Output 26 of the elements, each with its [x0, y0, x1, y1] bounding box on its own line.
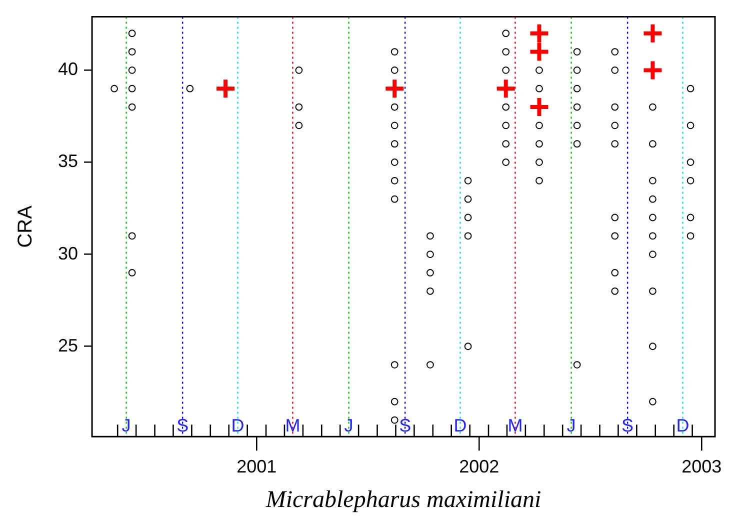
ref-line-label: S [176, 416, 189, 436]
y-tick-label: 25 [58, 335, 78, 356]
point [642, 22, 664, 44]
x-tick-label: 2003 [682, 456, 722, 476]
point [642, 59, 664, 82]
ref-line-label: J [122, 416, 131, 436]
ref-line-label: D [676, 416, 690, 436]
ref-line-label: S [622, 416, 634, 436]
x-tick-label: 2001 [236, 456, 277, 476]
y-tick-label: 40 [58, 59, 78, 80]
x-axis-title: Micrablepharus maximiliani [264, 486, 542, 513]
y-tick-label: 35 [58, 151, 78, 172]
point [528, 22, 550, 44]
ref-line-label: J [566, 416, 576, 436]
point [528, 40, 550, 63]
ref-line-label: J [344, 416, 354, 436]
point [384, 78, 406, 100]
ref-line-label: D [454, 416, 467, 436]
point [494, 78, 517, 100]
y-axis-title: CRA [14, 204, 37, 248]
ref-line-label: M [508, 416, 523, 436]
x-tick-label: 2002 [459, 456, 500, 476]
ref-line-label: M [285, 416, 300, 436]
ref-line-label: S [399, 416, 412, 436]
y-tick-label: 30 [58, 243, 78, 264]
ref-line-label: D [231, 416, 244, 436]
